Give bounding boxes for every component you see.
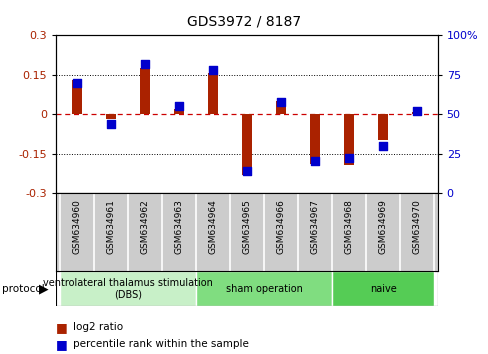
Text: GSM634960: GSM634960 xyxy=(72,199,81,254)
Bar xyxy=(275,101,285,114)
Point xyxy=(175,103,183,109)
Text: GSM634966: GSM634966 xyxy=(276,199,285,254)
Bar xyxy=(309,114,320,164)
Point xyxy=(310,159,318,164)
Bar xyxy=(411,112,422,114)
Point xyxy=(412,108,420,114)
Text: ■: ■ xyxy=(56,338,68,350)
Text: ▶: ▶ xyxy=(39,282,49,295)
Text: protocol: protocol xyxy=(2,284,45,293)
Text: GSM634962: GSM634962 xyxy=(140,199,149,254)
Point xyxy=(277,99,285,104)
Text: naive: naive xyxy=(369,284,396,293)
Text: GSM634970: GSM634970 xyxy=(412,199,421,254)
Text: ventrolateral thalamus stimulation
(DBS): ventrolateral thalamus stimulation (DBS) xyxy=(43,278,212,299)
Text: GDS3972 / 8187: GDS3972 / 8187 xyxy=(187,14,301,28)
Text: GSM634969: GSM634969 xyxy=(378,199,387,254)
Text: percentile rank within the sample: percentile rank within the sample xyxy=(73,339,249,349)
Bar xyxy=(71,80,81,114)
Point xyxy=(141,61,148,67)
Point xyxy=(345,155,352,161)
Bar xyxy=(377,114,387,141)
Text: GSM634961: GSM634961 xyxy=(106,199,115,254)
Point xyxy=(106,121,114,126)
Bar xyxy=(173,109,183,114)
Bar xyxy=(105,114,116,119)
Text: GSM634963: GSM634963 xyxy=(174,199,183,254)
Point xyxy=(243,168,250,174)
Text: sham operation: sham operation xyxy=(225,284,302,293)
Point xyxy=(379,143,386,149)
Bar xyxy=(140,68,150,114)
Point xyxy=(73,80,81,85)
Bar xyxy=(331,271,433,306)
Text: ■: ■ xyxy=(56,321,68,334)
Text: GSM634965: GSM634965 xyxy=(242,199,251,254)
Bar xyxy=(207,74,218,114)
Text: GSM634964: GSM634964 xyxy=(208,199,217,254)
Text: GSM634967: GSM634967 xyxy=(310,199,319,254)
Bar xyxy=(196,271,331,306)
Bar xyxy=(343,114,353,165)
Text: log2 ratio: log2 ratio xyxy=(73,322,123,332)
Point xyxy=(208,67,216,73)
Text: GSM634968: GSM634968 xyxy=(344,199,353,254)
Bar xyxy=(242,114,251,175)
Bar xyxy=(60,271,196,306)
